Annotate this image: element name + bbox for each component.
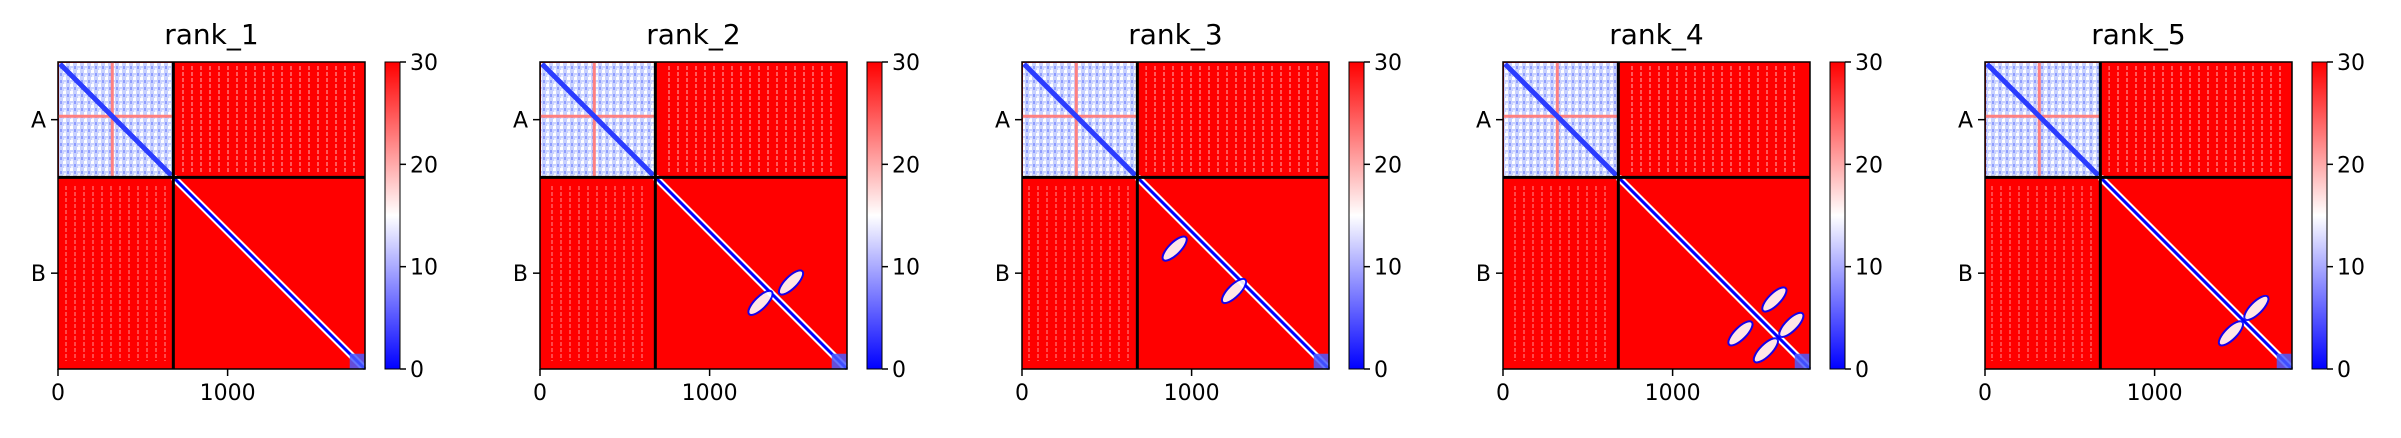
inter-chain-block-ba [1991,185,2095,361]
chain-b-contact-blob [2243,294,2270,322]
inter-chain-block-ab [1145,66,1321,174]
colorbar-tick-label: 20 [1374,153,1402,178]
chain-b-contact-blob [1161,235,1188,262]
chain-b-contact-blob [1752,337,1779,364]
colorbar-tick-label: 30 [1855,51,1883,76]
x-tick-label: 0 [51,381,65,406]
chain-b-terminal-block [2276,353,2292,369]
panel-4: rank_4 A B 0 1000 0 10 20 30 [1476,18,1883,406]
plot-frame [539,61,848,370]
inter-chain-block-ab [2108,66,2284,174]
chain-b-diagonal [2099,176,2294,371]
chain-a-diagonal [540,62,656,178]
chain-label: A [31,109,46,134]
chain-a-diagonal [58,62,174,178]
chain-b-diagonal [172,176,367,371]
chain-b-contact-blob [1727,320,1754,347]
panel-title: rank_2 [646,18,740,51]
colorbar-tick-label: 20 [410,153,438,178]
colorbar-tick-label: 30 [1374,51,1402,76]
chain-label: A [513,109,528,134]
x-tick-label: 0 [533,381,547,406]
plot-frame [1021,61,1330,370]
inter-chain-block-ba [64,185,168,361]
inter-chain-block-ba [1509,185,1613,361]
inter-chain-block-ab [1626,66,1802,174]
x-tick-label: 0 [1978,381,1992,406]
inter-chain-block-ba [546,185,650,361]
chain-label: B [1958,262,1973,287]
inter-chain-block-ab [663,66,839,174]
chain-label: A [1958,109,1973,134]
colorbar-tick-label: 10 [1374,256,1402,281]
chain-label: A [995,109,1010,134]
chain-label: B [31,262,46,287]
panel-5: rank_5 A B 0 1000 0 10 20 30 [1958,18,2365,406]
chain-a-diagonal [1985,62,2101,178]
x-tick-label: 0 [1015,381,1029,406]
chain-label: A [1476,109,1491,134]
chain-label: B [995,262,1010,287]
colorbar-tick-label: 0 [1374,358,1388,383]
colorbar-tick-label: 20 [2337,153,2365,178]
chain-a-diagonal [1503,62,1619,178]
x-tick-label: 1000 [682,381,738,406]
colorbar [1348,61,1365,370]
panel-title: rank_1 [164,18,258,51]
panel-title: rank_4 [1609,18,1703,51]
plot-frame [1502,61,1811,370]
chain-b-diagonal [1136,176,1331,371]
panel-1: rank_1 A B 0 1000 0 10 20 30 [31,18,438,406]
chain-label: B [1476,262,1491,287]
colorbar-tick-label: 10 [892,256,920,281]
colorbar-tick-label: 0 [410,358,424,383]
colorbar-tick-label: 30 [892,51,920,76]
colorbar-tick-label: 30 [2337,51,2365,76]
colorbar-tick-label: 0 [892,358,906,383]
chain-b-diagonal [1617,176,1812,371]
plot-frame [1984,61,2293,370]
colorbar-tick-label: 20 [1855,153,1883,178]
chain-b-contact-blob [1220,277,1248,305]
colorbar [384,61,401,370]
colorbar-tick-label: 0 [2337,358,2351,383]
colorbar-tick-label: 30 [410,51,438,76]
colorbar [1829,61,1846,370]
panel-3: rank_3 A B 0 1000 0 10 20 30 [995,18,1402,406]
x-tick-label: 1000 [200,381,256,406]
inter-chain-block-ab [181,66,357,174]
colorbar-tick-label: 20 [892,153,920,178]
panel-2: rank_2 A B 0 1000 0 10 20 30 [513,18,920,406]
chain-b-terminal-block [1794,353,1810,369]
chain-b-contact-blob [1761,286,1788,313]
chain-b-diagonal [654,176,849,371]
x-tick-label: 0 [1496,381,1510,406]
chain-b-contact-blob [2217,320,2245,347]
panel-title: rank_5 [2091,18,2185,51]
chain-b-terminal-block [831,353,847,369]
inter-chain-block-ba [1028,185,1132,361]
chain-b-terminal-block [349,353,365,369]
chain-a-diagonal [1022,62,1138,178]
colorbar [2311,61,2328,370]
colorbar-tick-label: 0 [1855,358,1869,383]
x-tick-label: 1000 [2127,381,2183,406]
panel-title: rank_3 [1128,18,1222,51]
chain-b-terminal-block [1313,353,1329,369]
x-tick-label: 1000 [1164,381,1220,406]
colorbar-tick-label: 10 [410,256,438,281]
chain-b-contact-blob [1778,311,1805,338]
chain-label: B [513,262,528,287]
colorbar [866,61,883,370]
chain-b-contact-blob [747,289,774,316]
plot-frame [57,61,366,370]
chain-b-contact-blob [777,269,805,296]
colorbar-tick-label: 10 [1855,256,1883,281]
x-tick-label: 1000 [1645,381,1701,406]
colorbar-tick-label: 10 [2337,256,2365,281]
